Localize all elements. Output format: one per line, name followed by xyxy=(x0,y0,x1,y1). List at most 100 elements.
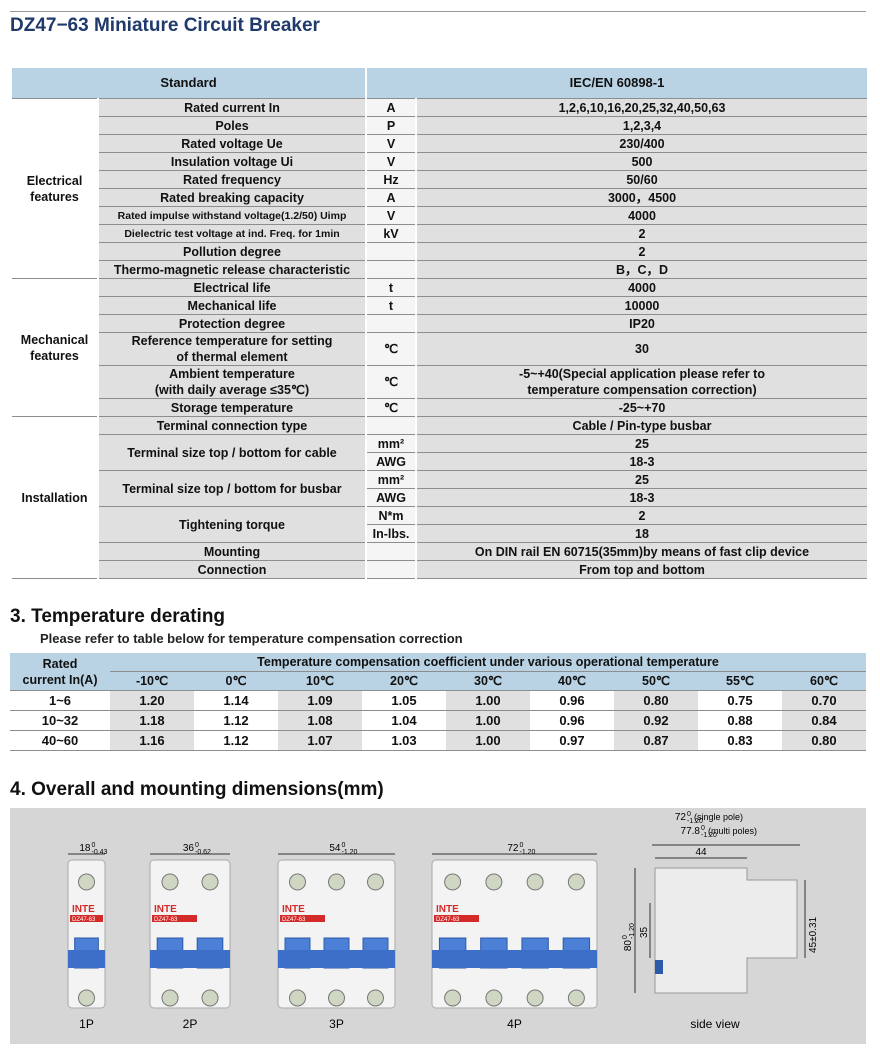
device-label: side view xyxy=(690,1017,740,1031)
value: 230/400 xyxy=(414,134,868,153)
parameter: Rated current In xyxy=(97,98,366,117)
cell: 1.12 xyxy=(194,730,278,751)
unit: A xyxy=(365,188,416,207)
spec-row: Mounting On DIN rail EN 60715(35mm)by mea… xyxy=(11,542,868,561)
header-row: -10℃ 0℃ 10℃ 20℃ 30℃ 40℃ 50℃ 55℃ 60℃ xyxy=(10,671,866,691)
terminal-screw xyxy=(567,989,585,1007)
cell: 0.88 xyxy=(698,710,782,731)
unit: A xyxy=(365,98,416,117)
column-header: 50℃ xyxy=(614,671,698,691)
row-header: 40~60 xyxy=(10,730,110,751)
dimension-note: (multi poles) xyxy=(708,826,757,836)
value: 25 xyxy=(414,470,868,489)
value: Cable / Pin-type busbar xyxy=(414,416,868,435)
parameter-line: Mounting xyxy=(203,544,261,559)
parameter: Storage temperature xyxy=(97,398,366,417)
parameter: Terminal connection type xyxy=(97,416,366,435)
cell: 1.05 xyxy=(362,690,446,711)
unit: In-lbs. xyxy=(365,524,416,543)
model-band xyxy=(70,915,103,922)
value: 2 xyxy=(414,242,868,261)
parameter-line: Reference temperature for setting xyxy=(131,334,333,348)
cell: 1.16 xyxy=(110,730,194,751)
value-line: 2 xyxy=(638,226,646,241)
unit xyxy=(365,260,416,279)
terminal-screw xyxy=(526,873,544,891)
value-line: 18 xyxy=(635,526,649,541)
dimension-nominal: 18 xyxy=(79,843,91,854)
unit: N*m xyxy=(365,506,416,525)
parameter: Tightening torque xyxy=(97,506,366,543)
dimension-label: 18 0-0.43 xyxy=(79,842,107,856)
value-line: 500 xyxy=(631,154,653,169)
brand: INTE xyxy=(436,904,459,915)
group-label-line: features xyxy=(30,348,79,363)
spec-row: Ambient temperature (with daily average ≤… xyxy=(11,365,868,399)
model-band xyxy=(280,915,325,922)
group-label-line: Installation xyxy=(21,490,88,505)
value-line: 1,2,6,10,16,20,25,32,40,50,63 xyxy=(558,100,726,115)
model: DZ47-63 xyxy=(72,917,96,923)
data-row: 1~6 1.20 1.14 1.09 1.05 1.00 0.96 0.80 0.75 0.70 xyxy=(10,690,866,711)
unit: mm² xyxy=(365,434,416,453)
unit: t xyxy=(365,278,416,297)
spec-row: Insulation voltage Ui V 500 xyxy=(11,152,868,171)
terminal-screw xyxy=(161,989,179,1007)
spec-row: Rated voltage Ue V 230/400 xyxy=(11,134,868,153)
parameter: Electrical life xyxy=(97,278,366,297)
terminal-screw xyxy=(289,873,306,891)
spec-row: Rated frequency Hz 50/60 xyxy=(11,170,868,189)
value: 4000 xyxy=(414,278,868,297)
column-header: 60℃ xyxy=(782,671,866,691)
value: 2 xyxy=(414,224,868,243)
cell: 0.96 xyxy=(530,690,614,711)
unit: ℃ xyxy=(365,365,416,399)
switch-band xyxy=(278,950,395,968)
parameter: Insulation voltage Ui xyxy=(97,152,366,171)
dimension-upper: 0 xyxy=(195,842,199,849)
spec-table: Standard IEC/EN 60898-1 Electrical features… xyxy=(10,68,868,579)
value: 4000 xyxy=(414,206,868,225)
value-line: 25 xyxy=(635,472,649,487)
parameter: Reference temperature for setting of ther… xyxy=(97,332,366,366)
column-header: -10℃ xyxy=(110,671,194,691)
terminal-screw xyxy=(367,873,384,891)
spec-row: Dielectric test voltage at ind. Freq. fo… xyxy=(11,224,868,243)
device-label: 2P xyxy=(183,1017,198,1031)
unit: t xyxy=(365,296,416,315)
side-profile xyxy=(654,867,798,994)
header-value: IEC/EN 60898-1 xyxy=(364,68,868,99)
dimension-upper: 0 xyxy=(342,842,346,849)
device-label: 1P xyxy=(79,1017,94,1031)
unit: V xyxy=(365,134,416,153)
dimension-label: 72 0-1.20 xyxy=(507,842,535,856)
cell: 1.00 xyxy=(446,730,530,751)
dimension-upper: 0 xyxy=(92,842,96,849)
parameter: Thermo-magnetic release characteristic xyxy=(97,260,366,279)
terminal-screw xyxy=(201,873,219,891)
dimension-label: 36 0-0.62 xyxy=(183,842,211,856)
parameter-line: Connection xyxy=(197,562,267,577)
terminal-screw xyxy=(289,989,306,1007)
unit: ℃ xyxy=(365,398,416,417)
spec-row: Pollution degree 2 xyxy=(11,242,868,261)
parameter-line: Rated voltage Ue xyxy=(181,136,283,151)
value-line: 50/60 xyxy=(626,172,658,187)
unit: Hz xyxy=(365,170,416,189)
dimension-nominal: 72 xyxy=(507,843,519,854)
parameter: Rated breaking capacity xyxy=(97,188,366,207)
parameter-line: Mechanical life xyxy=(187,298,277,313)
value-line: 18-3 xyxy=(629,490,655,505)
spec-row: Installation Terminal connection type Cabl… xyxy=(10,416,868,579)
terminal-screw xyxy=(367,989,384,1007)
parameter: Mounting xyxy=(97,542,366,561)
dimension-upper: 0 xyxy=(701,825,705,832)
value-line: -25~+70 xyxy=(618,400,666,415)
value-line: B，C，D xyxy=(615,262,669,277)
spec-row: Connection From top and bottom xyxy=(11,560,868,579)
header-label: Standard xyxy=(10,68,366,99)
cell: 0.84 xyxy=(782,710,866,731)
terminal-screw xyxy=(444,873,462,891)
dimension-note: (single pole) xyxy=(694,812,743,822)
